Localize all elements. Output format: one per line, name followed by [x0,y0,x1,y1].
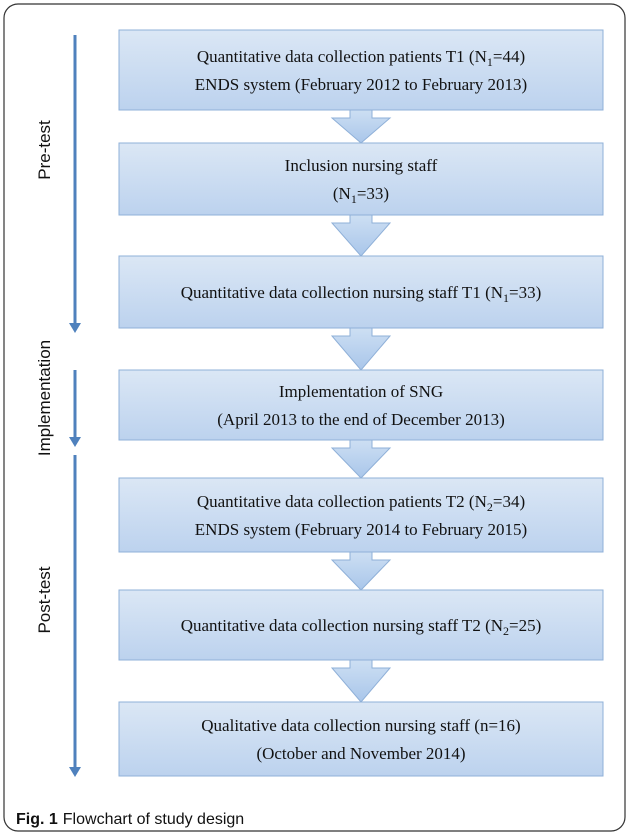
box-line: Implementation of SNG [279,382,443,401]
subscript: 1 [487,55,493,69]
line-text: Quantitative data collection nursing sta… [181,283,503,302]
line-text: Quantitative data collection patients T2… [197,492,487,511]
subscript: 2 [503,624,509,638]
box-line: ENDS system (February 2012 to February 2… [195,75,527,94]
caption-text: Flowchart of study design [63,811,244,828]
box-line: (October and November 2014) [256,744,465,763]
line-text: =44) [493,47,525,66]
flow-arrow [330,439,392,479]
phase-arrow-head [69,767,81,777]
phase-arrow-head [69,437,81,447]
frame [3,3,626,832]
process-box [118,29,604,111]
flow-arrow [330,551,392,591]
flow-arrow [330,214,392,257]
process-box [118,142,604,216]
box-line: Quantitative data collection nursing sta… [181,283,542,305]
line-text: =33) [357,184,389,203]
line-text: (N [333,184,351,203]
box-line: (April 2013 to the end of December 2013) [217,410,505,429]
line-text: ENDS system (February 2012 to February 2… [195,75,527,94]
process-box [118,369,604,441]
line-text: Inclusion nursing staff [285,156,438,175]
flow-arrow [330,327,392,371]
line-text: Quantitative data collection nursing sta… [181,616,503,635]
subscript: 1 [503,291,509,305]
phase-arrow-head [69,323,81,333]
phase-label: Pre-test [35,120,54,180]
phase-label: Implementation [35,340,54,456]
subscript: 1 [351,192,357,206]
line-text: Implementation of SNG [279,382,443,401]
process-box [118,477,604,553]
line-text: =34) [493,492,525,511]
line-text: ENDS system (February 2014 to February 2… [195,520,527,539]
line-text: Quantitative data collection patients T1… [197,47,487,66]
caption: Fig. 1 Flowchart of study design [16,811,244,828]
box-line: Quantitative data collection nursing sta… [181,616,542,638]
flow-arrow [330,659,392,703]
process-box [118,255,604,329]
line-text: Qualitative data collection nursing staf… [201,716,520,735]
box-line: Quantitative data collection patients T2… [197,492,525,514]
line-text: (April 2013 to the end of December 2013) [217,410,505,429]
box-line: ENDS system (February 2014 to February 2… [195,520,527,539]
box-line: Quantitative data collection patients T1… [197,47,525,69]
line-text: =33) [509,283,541,302]
box-line: Inclusion nursing staff [285,156,438,175]
box-line: Qualitative data collection nursing staf… [201,716,520,735]
box-line: (N1=33) [333,184,389,206]
process-box [118,701,604,777]
caption-label: Fig. 1 [16,811,58,828]
line-text: =25) [509,616,541,635]
phase-label: Post-test [35,566,54,633]
subscript: 2 [487,500,493,514]
flow-arrow [330,109,392,144]
line-text: (October and November 2014) [256,744,465,763]
